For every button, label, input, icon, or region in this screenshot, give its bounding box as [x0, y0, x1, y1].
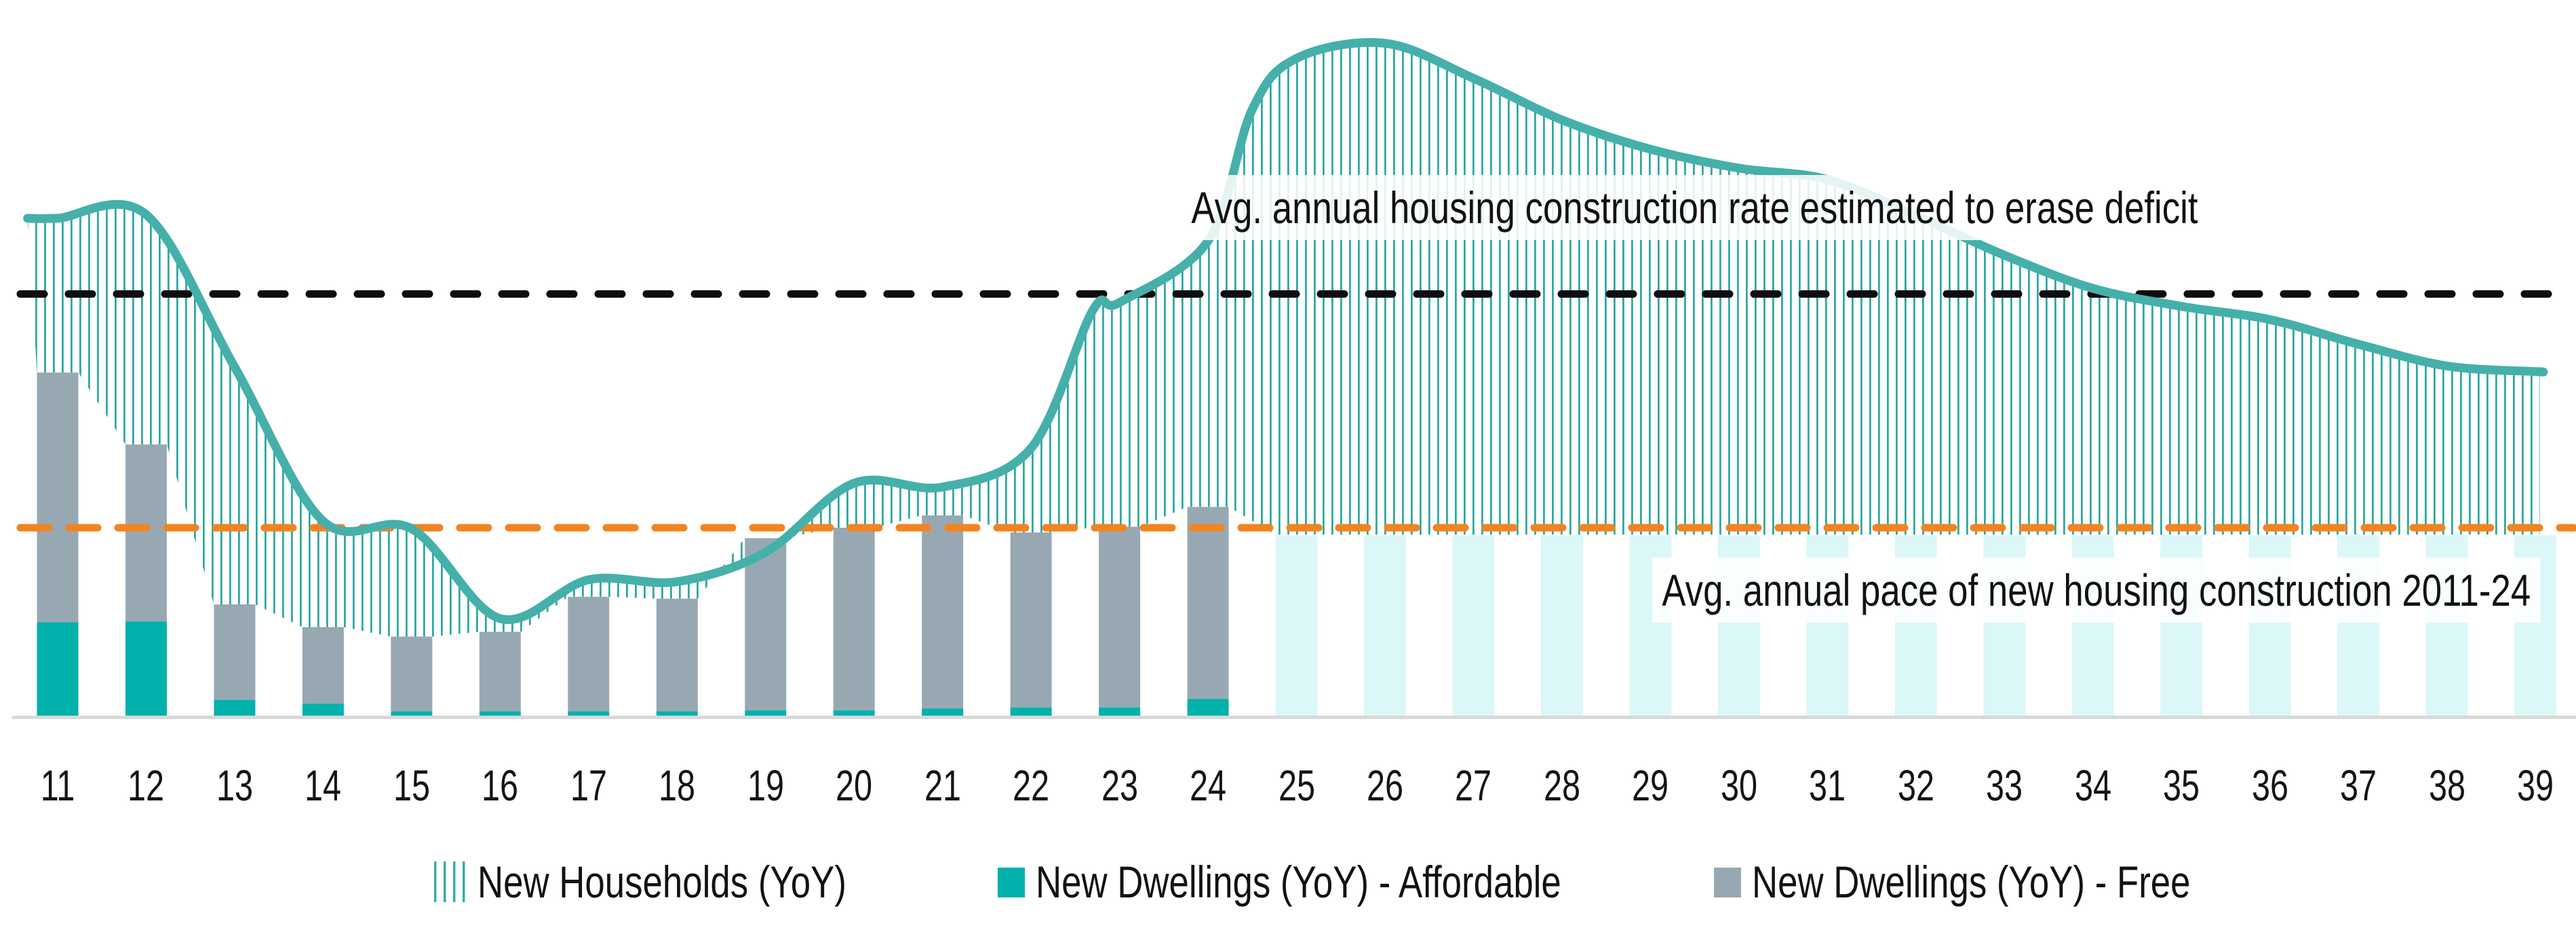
projected-bar [1452, 535, 1495, 717]
x-axis-label: 17 [570, 761, 607, 810]
x-axis-label: 28 [1543, 761, 1580, 810]
x-axis-label: 13 [216, 761, 253, 810]
bar-dwellings-affordable [833, 710, 875, 717]
x-axis-label: 23 [1101, 761, 1138, 810]
x-axis-line [12, 716, 2576, 719]
pace-line-label: Avg. annual pace of new housing construc… [1652, 558, 2541, 623]
bar-dwellings-affordable [568, 711, 610, 717]
bar-dwellings-free [1010, 532, 1052, 708]
x-axis-label: 21 [924, 761, 961, 810]
bar-dwellings-free [391, 636, 433, 712]
bar-dwellings-affordable [479, 711, 521, 717]
bar-dwellings-affordable [302, 703, 344, 717]
bar-dwellings-affordable [214, 699, 256, 717]
projected-bar [1275, 535, 1318, 717]
x-axis-label: 24 [1189, 761, 1227, 810]
x-axis-label: 29 [1632, 761, 1669, 810]
teal-square-icon [998, 868, 1025, 897]
x-axis-label: 22 [1013, 761, 1050, 810]
x-axis-label: 25 [1278, 761, 1315, 810]
legend-label: New Dwellings (YoY) - Free [1752, 857, 2191, 907]
x-axis-label: 11 [40, 761, 75, 810]
projected-bar [1540, 535, 1583, 717]
bar-dwellings-free [125, 444, 167, 622]
x-axis-label: 38 [2428, 761, 2465, 810]
legend-item-free: New Dwellings (YoY) - Free [1714, 857, 2300, 907]
x-axis-label: 33 [1986, 761, 2023, 810]
x-axis-label: 27 [1455, 761, 1492, 810]
bar-dwellings-free [656, 598, 698, 712]
bar-dwellings-affordable [1010, 708, 1052, 717]
legend-label: New Households (YoY) [477, 857, 846, 907]
x-axis-label: 19 [747, 761, 784, 810]
x-axis-label: 15 [393, 761, 430, 810]
bar-dwellings-free [745, 538, 787, 711]
households-hatch-area [27, 42, 2543, 637]
legend-label: New Dwellings (YoY) - Affordable [1036, 857, 1561, 907]
bar-dwellings-affordable [1099, 708, 1141, 717]
x-axis-label: 20 [836, 761, 873, 810]
bar-dwellings-affordable [922, 708, 964, 717]
hatch-lines-icon [434, 861, 467, 902]
projected-bar [1363, 535, 1406, 717]
bar-dwellings-free [1099, 526, 1141, 708]
bar-dwellings-free [568, 596, 610, 712]
x-axis-label: 12 [128, 761, 165, 810]
x-axis-label: 36 [2251, 761, 2288, 810]
legend-item-affordable: New Dwellings (YoY) - Affordable [998, 857, 1692, 907]
bar-dwellings-free [214, 604, 256, 700]
x-axis-label: 31 [1809, 761, 1846, 810]
bar-dwellings-affordable [37, 622, 79, 717]
gray-square-icon [1714, 868, 1741, 897]
bar-dwellings-affordable [1187, 699, 1229, 717]
bar-dwellings-affordable [125, 621, 167, 717]
bar-dwellings-free [479, 632, 521, 712]
bar-dwellings-free [922, 515, 964, 709]
bar-dwellings-free [1187, 507, 1229, 699]
bar-dwellings-free [37, 372, 79, 623]
bar-dwellings-affordable [745, 710, 787, 717]
x-axis-label: 37 [2340, 761, 2377, 810]
x-axis-label: 35 [2163, 761, 2200, 810]
x-axis-label: 32 [1897, 761, 1934, 810]
bar-dwellings-free [833, 528, 875, 711]
legend-item-households: New Households (YoY) [434, 857, 939, 907]
x-axis-label: 16 [482, 761, 519, 810]
x-axis-label: 26 [1366, 761, 1404, 810]
x-axis-label: 18 [659, 761, 696, 810]
x-axis-label: 39 [2516, 761, 2554, 810]
x-axis-label: 34 [2074, 761, 2111, 810]
deficit-line-label: Avg. annual housing construction rate es… [1182, 175, 2208, 240]
x-axis-label: 14 [305, 761, 342, 810]
bar-dwellings-affordable [391, 711, 433, 717]
bar-dwellings-affordable [656, 711, 698, 717]
x-axis-label: 30 [1720, 761, 1757, 810]
bar-dwellings-free [302, 627, 344, 704]
